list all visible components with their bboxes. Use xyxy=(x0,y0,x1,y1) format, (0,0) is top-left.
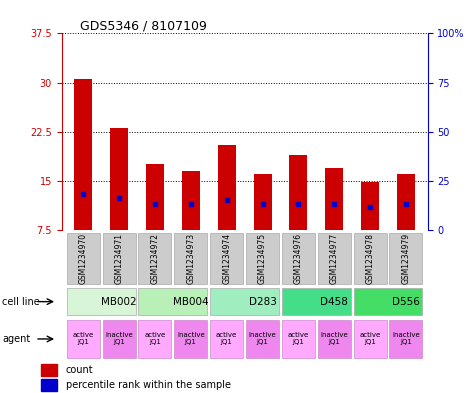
Text: GSM1234978: GSM1234978 xyxy=(366,233,375,284)
Text: active
JQ1: active JQ1 xyxy=(144,332,166,345)
Text: inactive
JQ1: inactive JQ1 xyxy=(177,332,205,345)
Text: active
JQ1: active JQ1 xyxy=(73,332,94,345)
FancyBboxPatch shape xyxy=(103,233,136,284)
FancyBboxPatch shape xyxy=(139,288,207,315)
FancyBboxPatch shape xyxy=(282,288,351,315)
Text: active
JQ1: active JQ1 xyxy=(360,332,381,345)
FancyBboxPatch shape xyxy=(210,288,279,315)
Bar xyxy=(289,154,307,230)
Text: GSM1234979: GSM1234979 xyxy=(401,233,410,284)
Text: agent: agent xyxy=(2,334,30,344)
FancyBboxPatch shape xyxy=(246,233,279,284)
Text: inactive
JQ1: inactive JQ1 xyxy=(392,332,420,345)
Text: GSM1234971: GSM1234971 xyxy=(114,233,124,284)
Text: MB002: MB002 xyxy=(101,297,137,307)
Text: GDS5346 / 8107109: GDS5346 / 8107109 xyxy=(80,19,207,32)
FancyBboxPatch shape xyxy=(282,320,315,358)
FancyBboxPatch shape xyxy=(318,320,351,358)
Text: GSM1234977: GSM1234977 xyxy=(330,233,339,284)
Bar xyxy=(218,145,236,230)
FancyBboxPatch shape xyxy=(390,320,422,358)
Text: GSM1234972: GSM1234972 xyxy=(151,233,160,284)
Text: inactive
JQ1: inactive JQ1 xyxy=(249,332,276,345)
FancyBboxPatch shape xyxy=(67,288,136,315)
Text: active
JQ1: active JQ1 xyxy=(216,332,238,345)
Bar xyxy=(146,164,164,230)
FancyBboxPatch shape xyxy=(353,288,422,315)
FancyBboxPatch shape xyxy=(139,320,171,358)
FancyBboxPatch shape xyxy=(174,320,207,358)
Text: cell line: cell line xyxy=(2,297,40,307)
FancyBboxPatch shape xyxy=(246,320,279,358)
FancyBboxPatch shape xyxy=(353,320,387,358)
FancyBboxPatch shape xyxy=(390,233,422,284)
FancyBboxPatch shape xyxy=(210,320,243,358)
FancyBboxPatch shape xyxy=(282,233,315,284)
FancyBboxPatch shape xyxy=(67,233,100,284)
FancyBboxPatch shape xyxy=(139,233,171,284)
Text: D458: D458 xyxy=(320,297,348,307)
Text: MB004: MB004 xyxy=(173,297,209,307)
Bar xyxy=(110,129,128,230)
Text: count: count xyxy=(66,365,94,375)
Text: percentile rank within the sample: percentile rank within the sample xyxy=(66,380,231,391)
FancyBboxPatch shape xyxy=(174,233,207,284)
FancyBboxPatch shape xyxy=(67,320,100,358)
Bar xyxy=(361,182,379,230)
Text: D283: D283 xyxy=(248,297,276,307)
Bar xyxy=(41,364,57,376)
Text: inactive
JQ1: inactive JQ1 xyxy=(105,332,133,345)
Text: GSM1234973: GSM1234973 xyxy=(186,233,195,284)
Bar xyxy=(41,380,57,391)
Text: GSM1234970: GSM1234970 xyxy=(79,233,88,284)
Text: D556: D556 xyxy=(392,297,420,307)
FancyBboxPatch shape xyxy=(103,320,136,358)
Bar xyxy=(74,79,92,230)
Bar xyxy=(325,168,343,230)
Text: GSM1234976: GSM1234976 xyxy=(294,233,303,284)
Text: inactive
JQ1: inactive JQ1 xyxy=(321,332,348,345)
Text: GSM1234974: GSM1234974 xyxy=(222,233,231,284)
Text: active
JQ1: active JQ1 xyxy=(288,332,309,345)
FancyBboxPatch shape xyxy=(210,233,243,284)
Bar xyxy=(182,171,200,230)
FancyBboxPatch shape xyxy=(318,233,351,284)
Text: GSM1234975: GSM1234975 xyxy=(258,233,267,284)
FancyBboxPatch shape xyxy=(353,233,387,284)
Bar xyxy=(397,174,415,230)
Bar xyxy=(254,174,272,230)
